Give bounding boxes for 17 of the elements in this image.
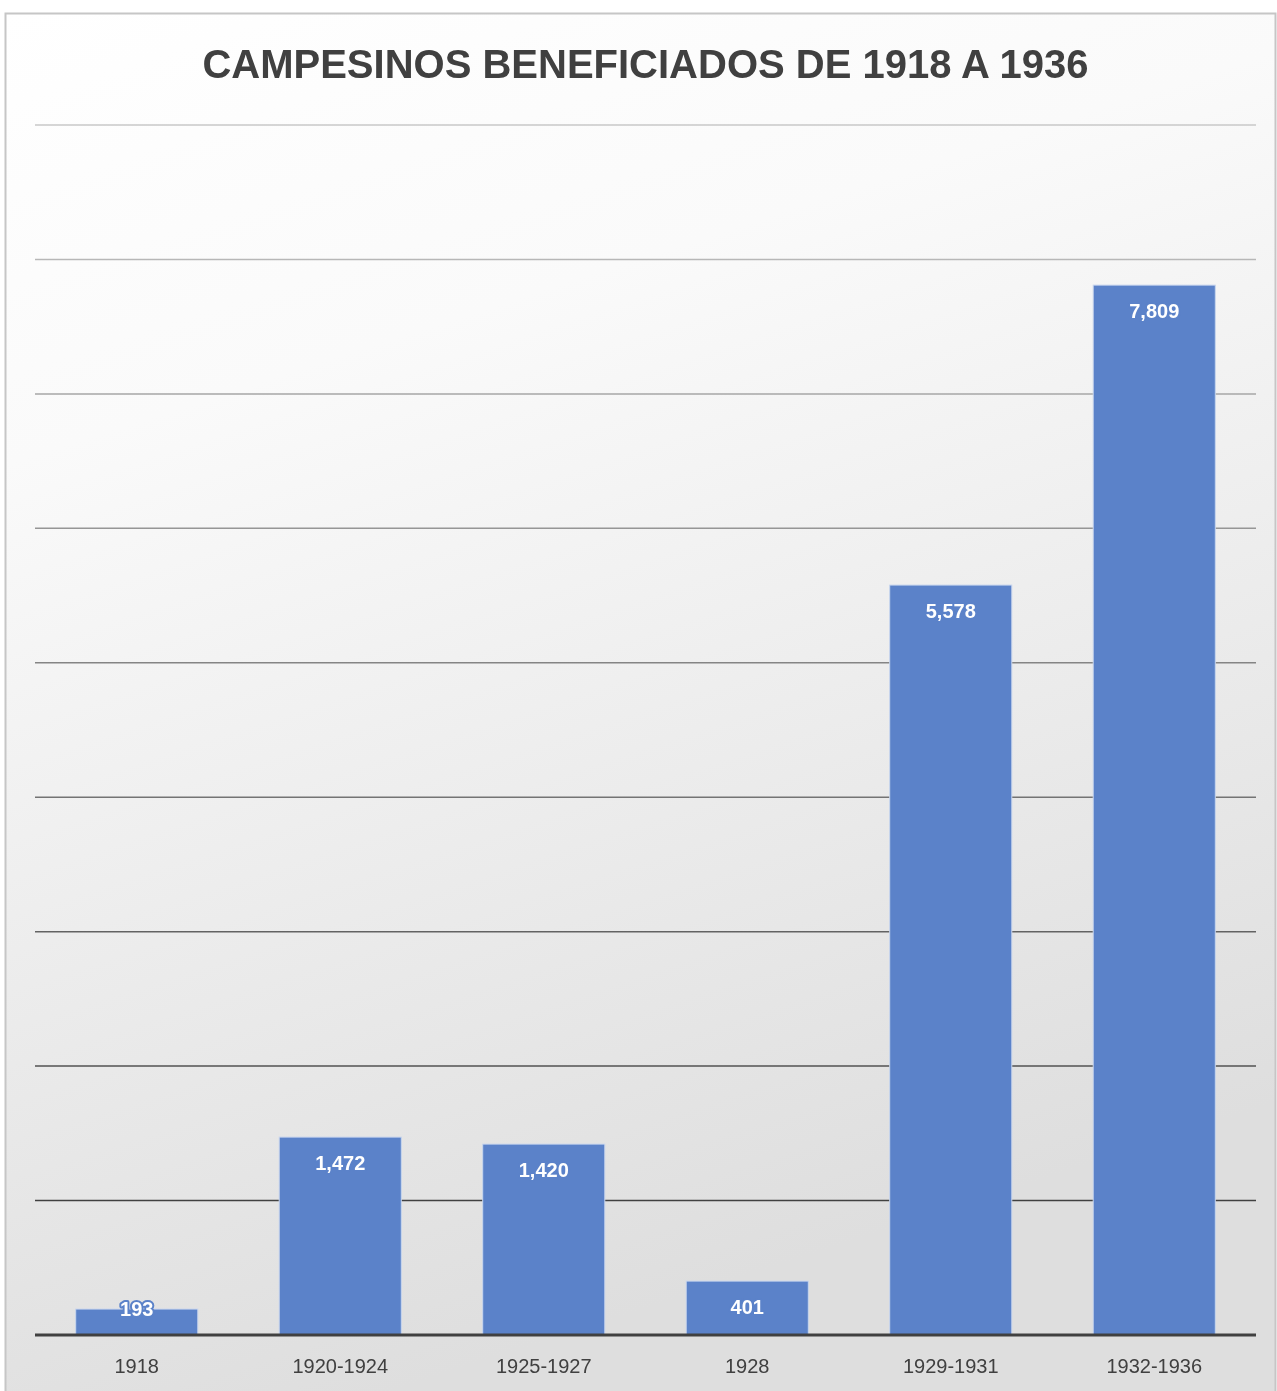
bar <box>889 584 1013 1336</box>
data-label: 1,420 <box>518 1159 569 1182</box>
x-tick-label: 1932-1936 <box>1106 1355 1203 1377</box>
x-tick-label: 1929-1931 <box>902 1355 999 1377</box>
bar <box>482 1143 606 1336</box>
data-label: 1,472 <box>315 1152 366 1175</box>
bar <box>685 1280 809 1336</box>
x-tick-label: 1920-1924 <box>292 1355 389 1377</box>
chart-title: CAMPESINOS BENEFICIADOS DE 1918 A 1936 <box>202 42 1089 86</box>
data-label: 7,809 <box>1129 300 1180 323</box>
bar <box>1092 284 1216 1336</box>
data-label: 401 <box>730 1296 764 1319</box>
x-tick-label: 1918 <box>114 1355 159 1377</box>
x-tick-label: 1928 <box>725 1355 770 1377</box>
data-label: 5,578 <box>925 600 976 623</box>
bar <box>278 1136 402 1336</box>
x-tick-label: 1925-1927 <box>495 1355 592 1377</box>
